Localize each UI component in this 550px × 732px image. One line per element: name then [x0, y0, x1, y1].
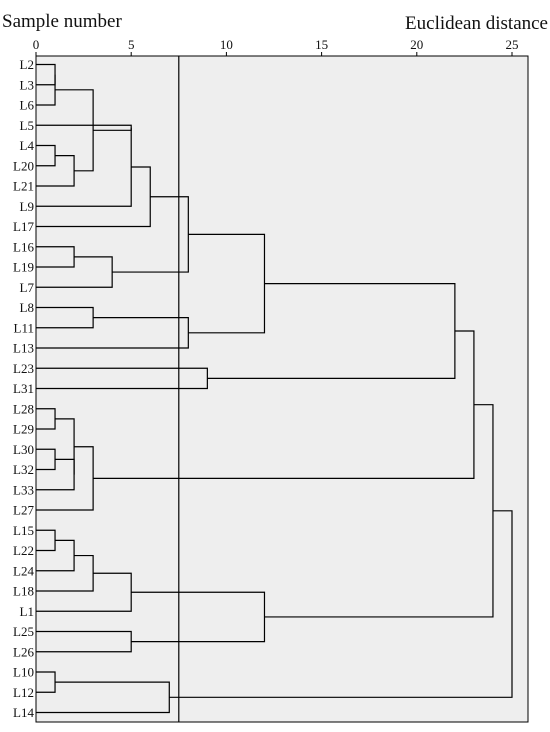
leaf-label-l26: L26 [13, 644, 34, 659]
leaf-label-l3: L3 [20, 77, 34, 92]
leaf-label-l14: L14 [13, 705, 34, 720]
leaf-label-l25: L25 [13, 624, 34, 639]
merge-link-m20 [55, 418, 75, 475]
leaf-label-l30: L30 [13, 442, 34, 457]
leaf-label-l21: L21 [13, 179, 34, 194]
leaf-label-l20: L20 [13, 158, 34, 173]
leaf-label-l11: L11 [14, 320, 34, 335]
leaf-label-l33: L33 [13, 482, 34, 497]
leaf-label-l24: L24 [13, 563, 34, 578]
leaf-label-l22: L22 [13, 543, 34, 558]
leaf-label-l8: L8 [20, 300, 34, 315]
x-tick-label-10: 10 [220, 37, 233, 52]
leaf-label-l13: L13 [13, 341, 34, 356]
leaf-label-l16: L16 [13, 239, 34, 254]
x-tick-label-5: 5 [128, 37, 135, 52]
leaf-label-l9: L9 [20, 199, 34, 214]
leaf-label-l27: L27 [13, 503, 34, 518]
leaf-label-l29: L29 [13, 422, 34, 437]
leaf-label-l10: L10 [13, 665, 34, 680]
leaf-label-l2: L2 [20, 57, 34, 72]
leaf-label-l6: L6 [20, 98, 35, 113]
leaf-label-l7: L7 [20, 280, 35, 295]
leaf-label-l28: L28 [13, 401, 34, 416]
x-tick-label-15: 15 [315, 37, 328, 52]
merge-link-m7 [36, 127, 132, 207]
x-tick-label-25: 25 [506, 37, 519, 52]
title-sample-number: Sample number [2, 11, 122, 32]
leaf-label-l4: L4 [20, 138, 35, 153]
title-euclidean-distance: Euclidean distance [405, 13, 548, 34]
leaf-label-l15: L15 [13, 523, 34, 538]
leaf-label-l32: L32 [13, 462, 34, 477]
leaf-label-l19: L19 [13, 260, 34, 275]
leaf-label-l18: L18 [13, 584, 34, 599]
leaf-label-l1: L1 [20, 604, 34, 619]
leaf-label-l31: L31 [13, 381, 34, 396]
leaf-label-l5: L5 [20, 118, 34, 133]
leaf-label-l23: L23 [13, 361, 34, 376]
merge-link-m32 [169, 510, 513, 698]
leaf-label-l17: L17 [13, 219, 34, 234]
x-tick-label-0: 0 [33, 37, 40, 52]
merge-link-m2 [36, 74, 56, 106]
leaf-label-l12: L12 [13, 685, 34, 700]
x-tick-label-20: 20 [410, 37, 423, 52]
